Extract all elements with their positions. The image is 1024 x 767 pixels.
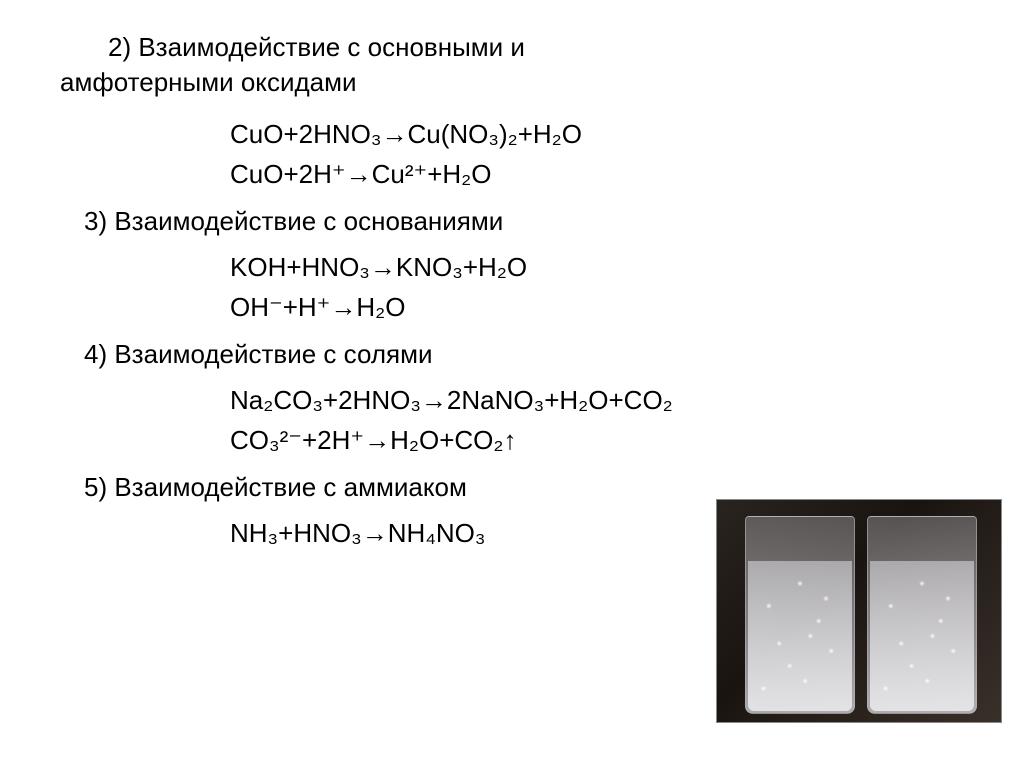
experiment-photo [716, 499, 1002, 723]
beaker-right [867, 516, 977, 714]
section-4-equations: Na₂CO₃+2HNO₃→2NaNO₃+H₂O+CO₂ CO₃²⁻+2H⁺→H₂… [60, 380, 700, 461]
section-2-equations: CuO+2HNO₃→Cu(NO₃)₂+H₂O CuO+2H⁺→Cu²⁺+H₂O [60, 114, 700, 195]
beaker-left [745, 516, 855, 714]
liquid [870, 561, 974, 711]
section-5-heading: 5) Взаимодействие с аммиаком [60, 469, 700, 505]
section-3-equations: KOH+HNO₃→KNO₃+H₂O OH⁻+H⁺→H₂O [60, 247, 700, 328]
section-3-heading: 3) Взаимодействие с основаниями [60, 203, 700, 239]
equation: CO₃²⁻+2H⁺→H₂O+CO₂↑ [230, 420, 700, 460]
equation: CuO+2HNO₃→Cu(NO₃)₂+H₂O [230, 114, 700, 154]
bubbles-icon [748, 561, 852, 711]
equation: KOH+HNO₃→KNO₃+H₂O [230, 247, 700, 287]
equation: CuO+2H⁺→Cu²⁺+H₂O [230, 154, 700, 194]
slide-content: 2) Взаимодействие с основными и амфотерн… [0, 0, 740, 591]
bubbles-icon [870, 561, 974, 711]
liquid [748, 561, 852, 711]
section-5-equations: NH₃+HNO₃→NH₄NO₃ [60, 513, 700, 553]
section-4-heading: 4) Взаимодействие с солями [60, 336, 700, 372]
equation: NH₃+HNO₃→NH₄NO₃ [230, 513, 700, 553]
equation: Na₂CO₃+2HNO₃→2NaNO₃+H₂O+CO₂ [230, 380, 700, 420]
section-2-heading: 2) Взаимодействие с основными и амфотерн… [60, 30, 700, 100]
equation: OH⁻+H⁺→H₂O [230, 287, 700, 327]
